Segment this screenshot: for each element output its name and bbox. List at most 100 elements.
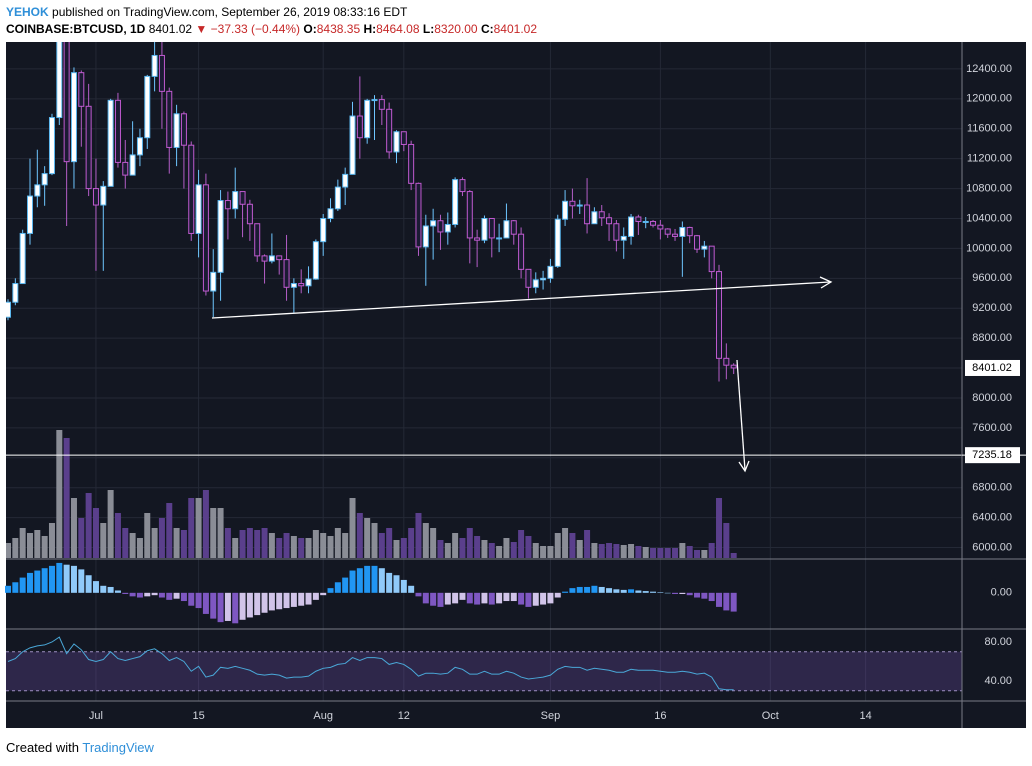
candle-body [496,237,503,240]
macd-bar [12,582,19,593]
volume-bar [283,533,290,558]
candle-body [85,105,92,190]
volume-bar [41,536,48,558]
candle-body [188,144,195,234]
volume-bar [268,533,275,558]
volume-bar [6,543,11,558]
x-tick-label: 16 [654,710,666,722]
macd-bar [481,592,488,604]
volume-bar [305,538,312,558]
volume-bar [129,533,136,558]
axes: 12400.00 12000.00 11600.00 11200.00 10800.00… [89,63,1026,722]
volume-bar [540,546,547,558]
candle-body [525,268,532,288]
y-tick-label: 12400.00 [966,63,1012,75]
macd-bar [532,592,539,606]
macd-bar [180,592,187,602]
macd-bar [554,592,561,598]
volume-bar [459,538,466,558]
volume-bar [34,530,41,558]
volume-bar [371,523,378,558]
volume-bar [547,546,554,558]
candle-body [180,113,187,146]
volume-bar [415,513,422,558]
macd-bar [496,592,503,604]
volume-bar [188,498,195,558]
candle-body [158,54,165,92]
volume-bar [122,528,129,558]
volume-bar [525,536,532,558]
macd-bar [56,562,63,593]
volume-bar [488,543,495,558]
macd-bar [701,592,708,599]
x-tick-label: Aug [313,710,333,722]
macd-bar [716,592,723,607]
candle-body [444,223,451,233]
candle-body [415,182,422,248]
macd-bar [202,592,209,614]
candle-body [598,211,605,219]
volume-bar [144,513,151,558]
macd-bar [569,588,576,593]
macd-bar [664,592,671,594]
candle-body [232,191,239,210]
volume-bar [195,498,202,558]
candle-body [312,241,319,280]
macd-bar [488,592,495,605]
candle-body [694,235,701,250]
macd-bar [606,588,613,593]
volume-bar [364,518,371,558]
macd-bar [151,592,158,596]
candle-body [320,217,327,243]
volume-bar [408,528,415,558]
candle-body [356,115,363,139]
o-val: 8438.35 [316,22,361,36]
candle-body [422,225,429,248]
level-label-bg [965,447,1020,464]
macd-bar [78,569,85,593]
volume-bar [664,548,671,558]
macd-bar [195,592,202,609]
macd-bar [48,565,55,593]
y-tick-label: 9600.00 [972,272,1012,284]
h-key: H: [363,22,377,36]
macd-bar [356,568,363,593]
candle-body [92,188,99,206]
candle-body [620,235,627,241]
volume-bar [642,547,649,558]
macd-bar [672,592,679,594]
macd-bar [144,592,151,597]
y-tick-label: 11600.00 [967,123,1012,135]
volume-bar [78,518,85,558]
volume-bar [708,543,715,558]
macd-bar [100,585,107,593]
volume-bar [474,536,481,558]
macd-bar [474,592,481,605]
down-arrow [736,359,746,471]
macd-tick-label: 0.00 [991,587,1012,599]
macd-bar [364,565,371,593]
candle-body [63,42,70,163]
volume-bar [92,508,99,558]
candle-body [730,364,737,369]
l-val: 8320.00 [434,22,478,36]
volume-bar [591,543,598,558]
candle-body [576,204,583,207]
volume-bar [657,548,664,558]
volume-bar [166,503,173,558]
candle-body [327,208,334,219]
macd-bar [518,592,525,605]
candle-body [378,99,385,110]
candle-body [144,75,151,139]
volume-bar [430,528,437,558]
author: YEHOK [6,5,49,19]
candle-body [26,195,33,234]
macd-bar [686,592,693,596]
macd-bar [173,592,180,599]
drawings [211,276,833,473]
macd-bar [349,570,356,593]
candle-body [78,72,85,107]
volume-bar [481,540,488,558]
candle-body [701,245,708,250]
macd-bar [452,592,459,604]
